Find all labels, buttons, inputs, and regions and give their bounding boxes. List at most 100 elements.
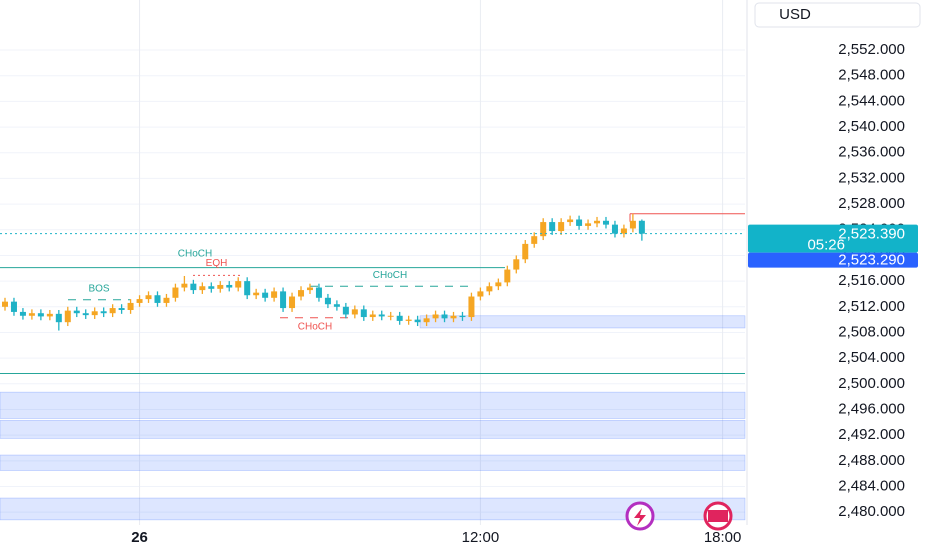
candle-body <box>360 309 367 318</box>
y-tick-label: 2,504.000 <box>838 349 905 366</box>
candle-body <box>620 228 627 234</box>
annotation-label: EQH <box>206 258 228 269</box>
candle-body <box>226 284 233 288</box>
candle-body <box>387 315 394 317</box>
candle-body <box>504 269 511 283</box>
candle-body <box>477 291 484 297</box>
candle-body <box>163 297 170 303</box>
candle-body <box>522 243 529 260</box>
candle-body <box>109 308 116 314</box>
zone <box>0 420 746 439</box>
zone <box>0 391 746 419</box>
zone <box>0 454 746 471</box>
candle-body <box>118 308 125 310</box>
y-tick-label: 2,536.000 <box>838 144 905 161</box>
y-tick-label: 2,544.000 <box>838 92 905 109</box>
annotation-label: BOS <box>88 283 109 294</box>
candle-body <box>136 299 143 303</box>
candle-body <box>459 315 466 318</box>
zone <box>419 315 746 329</box>
candle-body <box>450 315 457 319</box>
candle-body <box>82 313 89 316</box>
candle-body <box>199 286 206 291</box>
candle-body <box>486 286 493 292</box>
candle-body <box>324 297 331 305</box>
y-tick-label: 2,512.000 <box>838 298 905 315</box>
candle-body <box>127 302 134 310</box>
candle-body <box>91 311 98 316</box>
icon-flag <box>708 510 728 522</box>
y-tick-label: 2,516.000 <box>838 272 905 289</box>
y-tick-label: 2,540.000 <box>838 118 905 135</box>
candle-body <box>46 313 53 317</box>
candle-body <box>369 314 376 318</box>
candle-body <box>253 292 260 296</box>
bid-price-box <box>748 252 918 268</box>
candle-body <box>280 291 287 309</box>
candle-body <box>73 310 80 314</box>
y-tick-label: 2,480.000 <box>838 503 905 520</box>
candle-body <box>298 290 305 297</box>
y-tick-label: 2,552.000 <box>838 41 905 58</box>
currency-box[interactable] <box>754 2 921 28</box>
candle-body <box>351 309 358 315</box>
annotation-label: CHoCH <box>373 270 407 281</box>
candle-body <box>2 301 8 307</box>
currency: USD <box>779 6 811 23</box>
y-tick-label: 2,528.000 <box>838 195 905 212</box>
candle-body <box>441 314 448 319</box>
y-tick-label: 2,500.000 <box>838 375 905 392</box>
candle-body <box>333 304 340 307</box>
candle-body <box>611 224 618 234</box>
candle-body <box>145 295 152 300</box>
candle-body <box>100 311 107 314</box>
candle-body <box>217 284 224 289</box>
candle-body <box>342 306 349 315</box>
x-tick-label: 12:00 <box>462 529 500 546</box>
candle-body <box>468 296 475 318</box>
annotation-label: CHoCH <box>298 321 332 332</box>
candle-body <box>208 286 215 289</box>
candle-body <box>37 313 44 317</box>
candle-body <box>262 292 269 298</box>
countdown: 05:26 <box>807 237 845 254</box>
candle-body <box>19 311 26 316</box>
y-tick-label: 2,508.000 <box>838 323 905 340</box>
candle-body <box>10 301 17 312</box>
candle-body <box>495 282 502 287</box>
candle-body <box>172 287 179 298</box>
y-tick-label: 2,548.000 <box>838 67 905 84</box>
candle-body <box>154 295 161 303</box>
candle-body <box>558 222 565 232</box>
candle-body <box>271 291 278 298</box>
candle-body <box>396 315 403 321</box>
candle-body <box>549 222 556 232</box>
icon-bolt <box>634 508 646 526</box>
candle-body <box>181 283 188 288</box>
candle-body <box>55 313 62 323</box>
candle-body <box>594 220 601 224</box>
y-axis: 2,480.000 2,484.000 2,488.000 2,492.000 2,49… <box>748 41 918 520</box>
candle-body <box>378 314 385 317</box>
y-tick-label: 2,496.000 <box>838 400 905 417</box>
candle-body <box>306 287 313 291</box>
candle-body <box>576 219 583 226</box>
candle-body <box>235 281 242 288</box>
candle-body <box>190 283 197 291</box>
y-tick-label: 2,532.000 <box>838 169 905 186</box>
bottom-icons <box>625 501 733 531</box>
last-price-box <box>748 224 918 253</box>
candle-body <box>423 318 430 323</box>
candle-body <box>585 223 592 226</box>
candle-body <box>289 296 296 309</box>
y-tick-label: 2,492.000 <box>838 426 905 443</box>
annotation-label: CHoCH <box>178 248 212 259</box>
candle-body <box>540 222 547 237</box>
x-tick-label: 26 <box>131 529 148 546</box>
candle-body <box>567 219 574 223</box>
y-tick-label: 2,488.000 <box>838 452 905 469</box>
x-tick-label: 18:00 <box>704 529 742 546</box>
